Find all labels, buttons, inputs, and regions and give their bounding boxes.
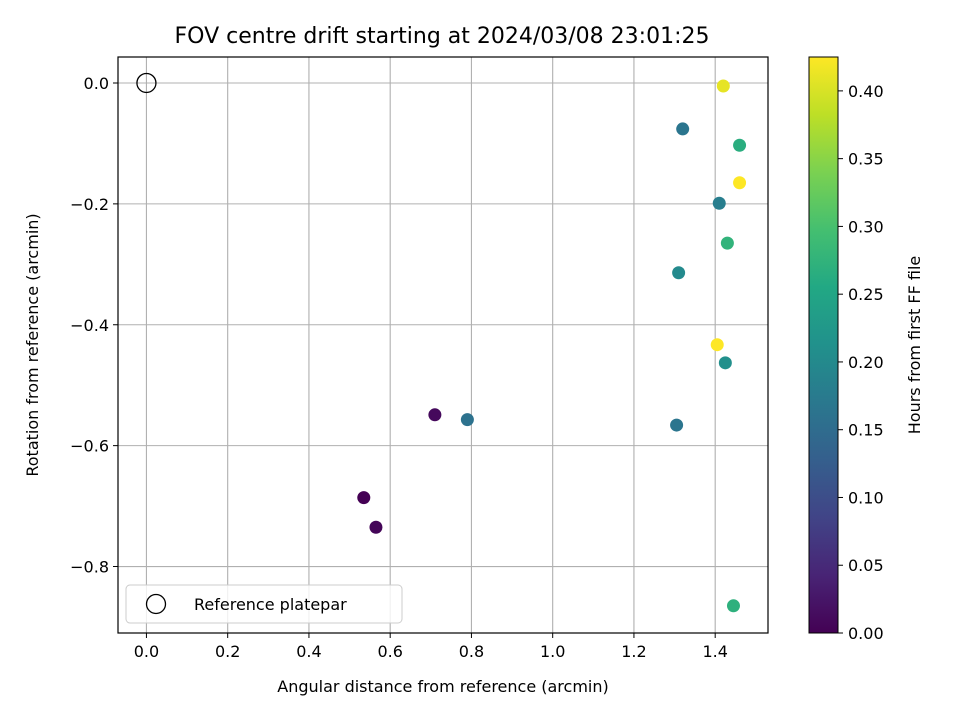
plot-frame — [117, 56, 769, 634]
colorbar-tick-label: 0.00 — [848, 624, 884, 643]
x-axis-ticks: 0.0 0.2 0.4 0.6 0.8 1.0 1.2 1.4 — [134, 633, 728, 661]
data-point — [428, 408, 442, 422]
colorbar-tick-label: 0.05 — [848, 556, 884, 575]
x-tick-label: 0.4 — [296, 642, 321, 661]
grid-lines — [118, 57, 768, 633]
y-tick-label: −0.4 — [70, 316, 109, 335]
y-axis-label: Rotation from reference (arcmin) — [23, 213, 42, 476]
colorbar-tick-label: 0.40 — [848, 82, 884, 101]
data-point — [718, 356, 732, 370]
data-point — [733, 138, 747, 152]
x-tick-label: 1.0 — [540, 642, 565, 661]
y-tick-label: −0.8 — [70, 558, 109, 577]
colorbar-tick-label: 0.25 — [848, 285, 884, 304]
data-point — [720, 236, 734, 250]
y-tick-label: −0.2 — [70, 195, 109, 214]
data-point — [676, 122, 690, 136]
colorbar-gradient — [808, 56, 839, 634]
colorbar-tick-label: 0.10 — [848, 488, 884, 507]
x-tick-label: 0.8 — [459, 642, 484, 661]
data-point — [357, 491, 371, 505]
data-point — [460, 413, 474, 427]
colorbar-tick-label: 0.35 — [848, 150, 884, 169]
y-tick-label: 0.0 — [84, 74, 109, 93]
legend: Reference platepar — [125, 584, 403, 624]
data-point — [369, 520, 383, 534]
reference-marker — [136, 72, 157, 94]
colorbar: 0.00 0.05 0.10 0.15 0.20 0.25 0.30 0.35 0.40 Hou… — [808, 56, 924, 643]
data-point — [712, 196, 726, 210]
x-tick-label: 1.4 — [702, 642, 727, 661]
legend-marker-reference — [145, 593, 167, 615]
x-axis-label: Angular distance from reference (arcmin) — [277, 677, 608, 696]
data-points — [357, 79, 747, 613]
x-tick-label: 0.6 — [377, 642, 402, 661]
colorbar-tick-label: 0.15 — [848, 421, 884, 440]
x-tick-label: 0.2 — [215, 642, 240, 661]
y-axis-ticks: 0.0 −0.2 −0.4 −0.6 −0.8 — [70, 74, 118, 577]
colorbar-ticks: 0.00 0.05 0.10 0.15 0.20 0.25 0.30 0.35 0.40 — [838, 82, 884, 643]
reference-point — [136, 72, 157, 94]
data-point — [670, 418, 684, 432]
colorbar-label: Hours from first FF file — [905, 256, 924, 435]
colorbar-tick-label: 0.20 — [848, 353, 884, 372]
data-point — [733, 176, 747, 190]
data-point — [710, 338, 724, 352]
data-point — [716, 79, 730, 93]
y-tick-label: −0.6 — [70, 437, 109, 456]
colorbar-tick-label: 0.30 — [848, 217, 884, 236]
legend-box — [125, 584, 403, 624]
data-point — [672, 266, 686, 280]
legend-label-reference: Reference platepar — [194, 595, 347, 614]
chart-title: FOV centre drift starting at 2024/03/08 … — [175, 24, 710, 49]
x-tick-label: 0.0 — [134, 642, 159, 661]
x-tick-label: 1.2 — [621, 642, 646, 661]
data-point — [726, 599, 740, 613]
